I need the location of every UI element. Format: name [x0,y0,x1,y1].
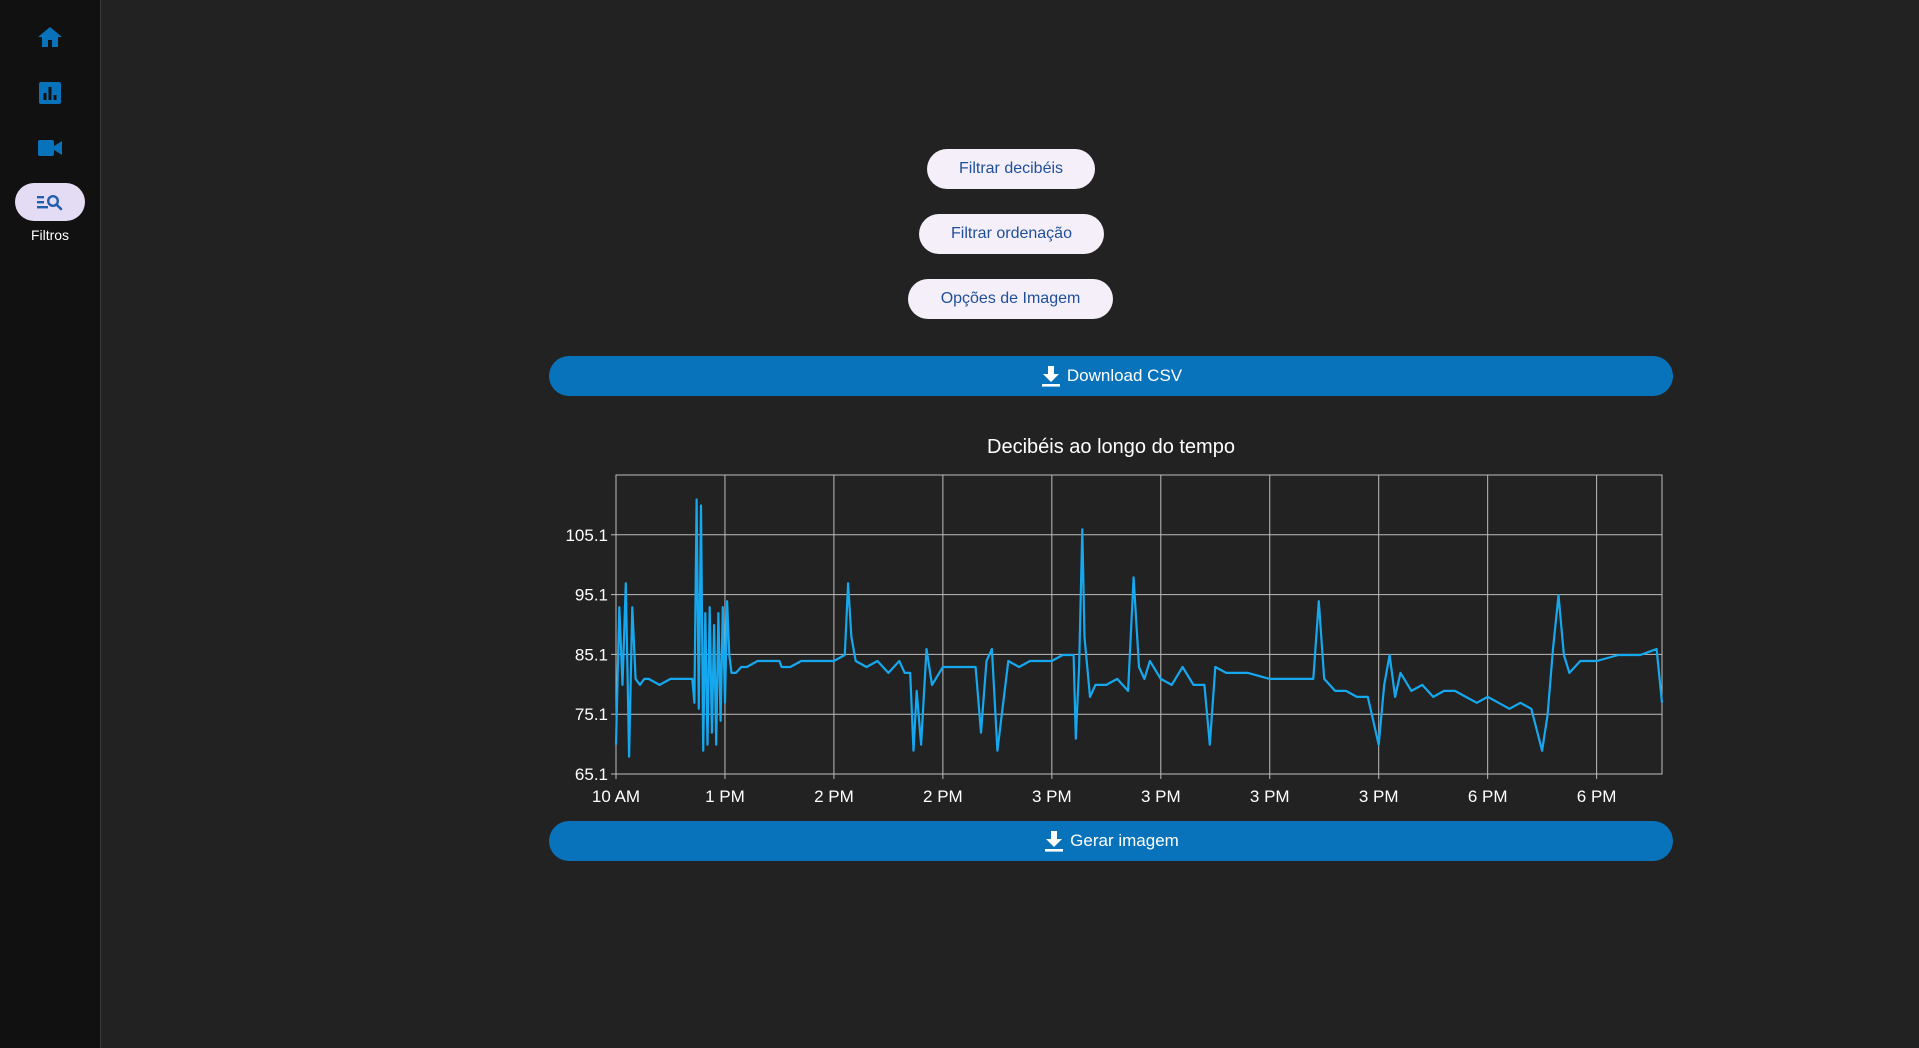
filter-order-button[interactable]: Filtrar ordenação [919,214,1104,254]
bar-chart-icon [39,82,61,104]
x-tick-label: 6 PM [1577,787,1617,806]
series-line [614,498,1664,758]
download-icon [1045,831,1064,852]
x-tick-label: 10 AM [592,787,640,806]
download-icon [1041,366,1060,387]
plot-frame [615,474,1663,775]
x-tick-label: 3 PM [1250,787,1290,806]
image-options-button[interactable]: Opções de Imagem [908,279,1113,319]
sidebar-item-dashboard[interactable] [15,74,85,112]
sidebar-item-home[interactable] [15,18,85,56]
x-tick-label: 2 PM [923,787,963,806]
nav-pill[interactable] [15,18,85,56]
x-tick-label: 3 PM [1032,787,1072,806]
sidebar-item-label: Filtros [30,227,70,243]
chart-title: Decibéis ao longo do tempo [987,436,1235,458]
sidebar-item-filters[interactable]: Filtros [15,183,85,243]
generate-image-button[interactable]: Gerar imagem [549,821,1673,861]
home-icon [38,27,62,47]
filter-search-icon [37,194,63,211]
nav-pill[interactable] [15,129,85,167]
x-tick-label: 1 PM [705,787,745,806]
download-csv-button[interactable]: Download CSV [549,356,1673,396]
y-tick-label: 105.1 [565,526,608,545]
sidebar-item-video[interactable] [15,129,85,167]
download-csv-label: Download CSV [1066,366,1183,385]
x-tick-label: 2 PM [814,787,854,806]
x-tick-label: 3 PM [1359,787,1399,806]
sidebar: Filtros [0,0,101,1048]
y-tick-label: 85.1 [575,645,608,664]
nav-pill[interactable] [15,74,85,112]
main-content: Filtrar decibéis Filtrar ordenação Opçõe… [101,0,1919,1048]
y-tick-label: 95.1 [575,586,608,605]
decibels-line-chart: 65.1 75.1 85.1 95.1 105.1 10 AM 1 PM 2 PM 2 PM 3 … [565,474,1664,806]
x-tick-label: 3 PM [1141,787,1181,806]
y-tick-label: 65.1 [575,765,608,784]
nav-pill-active[interactable] [15,183,85,221]
video-camera-icon [38,140,62,156]
x-tick-label: 6 PM [1468,787,1508,806]
y-tick-label: 75.1 [575,705,608,724]
filter-decibels-button[interactable]: Filtrar decibéis [927,149,1095,189]
generate-image-label: Gerar imagem [1070,831,1179,850]
